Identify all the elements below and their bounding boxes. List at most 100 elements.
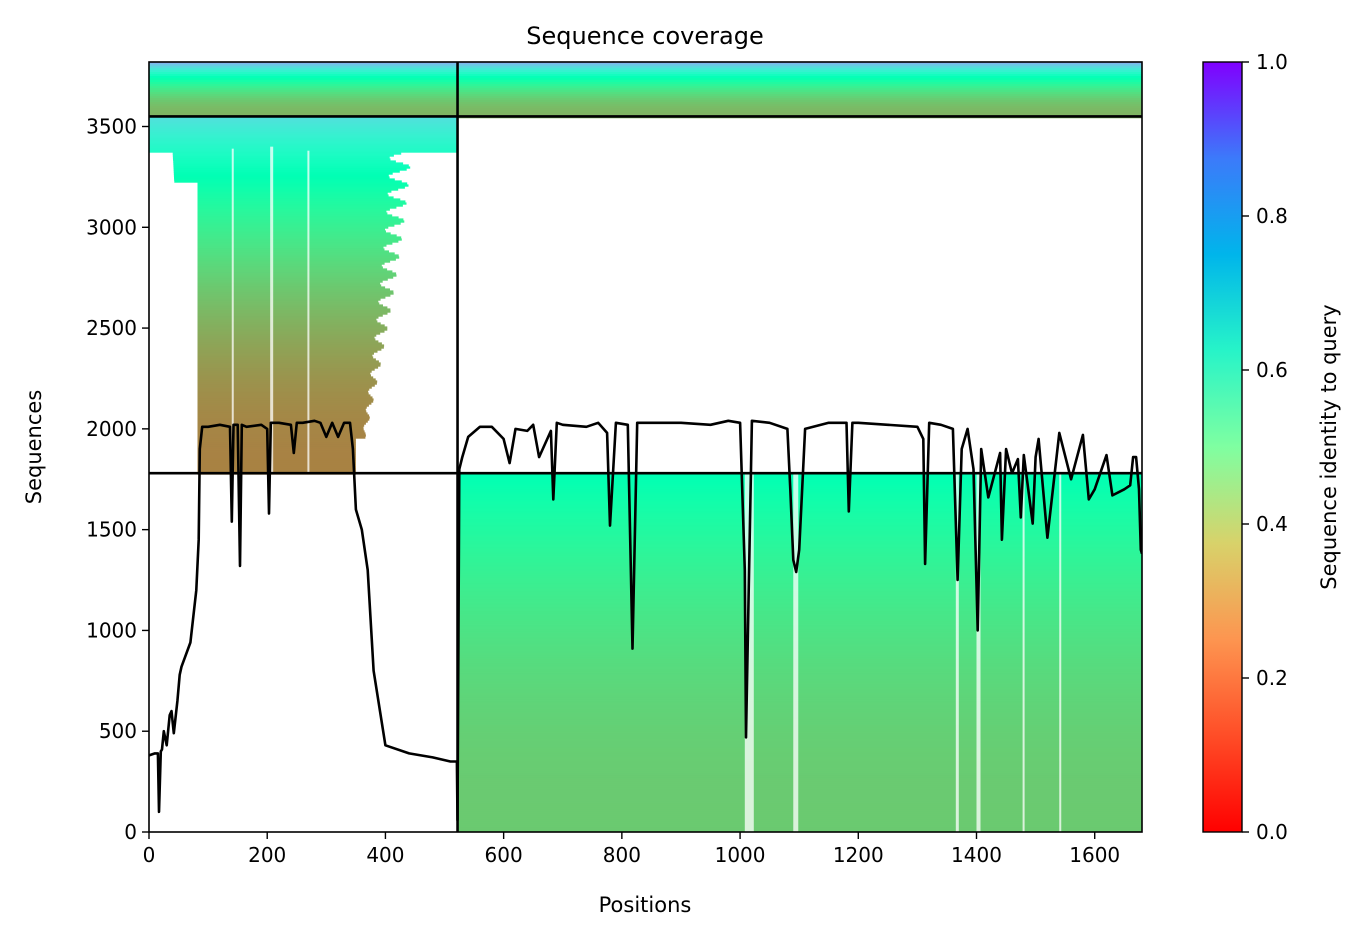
coverage-band xyxy=(197,328,388,331)
coverage-band xyxy=(149,144,458,147)
coverage-band xyxy=(197,264,382,267)
coverage-band xyxy=(197,232,391,235)
coverage-band xyxy=(197,404,369,407)
coverage-blocks xyxy=(149,62,1142,832)
coverage-band xyxy=(457,647,1142,650)
y-tick-label: 500 xyxy=(99,719,137,743)
coverage-band xyxy=(457,795,1142,798)
coverage-band xyxy=(197,262,385,265)
coverage-band xyxy=(197,454,356,457)
coverage-band xyxy=(457,577,1142,580)
colorbar-tick-label: 0.4 xyxy=(1256,512,1288,536)
coverage-band xyxy=(174,176,390,179)
coverage-band xyxy=(197,240,399,243)
coverage-band xyxy=(457,769,1142,772)
coverage-band xyxy=(197,284,382,287)
coverage-band xyxy=(197,272,397,275)
coverage-band xyxy=(457,623,1142,626)
coverage-band xyxy=(197,350,378,353)
coverage-band xyxy=(457,66,1142,69)
x-tick-label: 400 xyxy=(366,843,404,867)
coverage-band xyxy=(172,154,394,157)
coverage-band xyxy=(457,689,1142,692)
coverage-band xyxy=(457,715,1142,718)
coverage-band xyxy=(173,172,393,175)
coverage-band xyxy=(197,338,376,341)
coverage-band xyxy=(197,430,365,433)
coverage-band xyxy=(197,388,370,391)
coverage-band xyxy=(457,655,1142,658)
coverage-band xyxy=(457,815,1142,818)
y-tick-label: 3000 xyxy=(86,215,137,239)
coverage-band xyxy=(457,599,1142,602)
coverage-band xyxy=(457,84,1142,87)
coverage-band xyxy=(197,346,384,349)
coverage-band xyxy=(457,607,1142,610)
coverage-band xyxy=(457,88,1142,91)
coverage-band xyxy=(197,426,364,429)
coverage-band xyxy=(197,372,371,375)
coverage-band xyxy=(457,637,1142,640)
coverage-band xyxy=(173,168,407,171)
coverage-band xyxy=(457,579,1142,582)
coverage-band xyxy=(457,821,1142,824)
coverage-band xyxy=(457,643,1142,646)
coverage-band xyxy=(197,216,399,219)
coverage-band xyxy=(457,106,1142,109)
coverage-band xyxy=(457,625,1142,628)
coverage-band xyxy=(457,98,1142,101)
y-tick-label: 3500 xyxy=(86,115,137,139)
coverage-band xyxy=(197,312,388,315)
coverage-band xyxy=(197,360,379,363)
coverage-band xyxy=(457,509,1142,512)
coverage-band xyxy=(197,276,394,279)
coverage-band xyxy=(457,585,1142,588)
coverage-band xyxy=(197,398,374,401)
coverage-band xyxy=(197,292,394,295)
coverage-band xyxy=(457,731,1142,734)
colorbar-tick-label: 0.8 xyxy=(1256,204,1288,228)
coverage-band xyxy=(457,781,1142,784)
coverage-band xyxy=(457,803,1142,806)
coverage-band xyxy=(149,150,458,153)
coverage-band xyxy=(457,733,1142,736)
coverage-band xyxy=(457,775,1142,778)
coverage-band xyxy=(197,324,385,327)
gap-streak xyxy=(955,473,959,832)
coverage-band xyxy=(197,370,372,373)
coverage-band xyxy=(197,340,379,343)
coverage-band xyxy=(457,757,1142,760)
coverage-band xyxy=(197,196,394,199)
coverage-band xyxy=(457,665,1142,668)
coverage-band xyxy=(149,88,458,91)
coverage-band xyxy=(457,94,1142,97)
coverage-band xyxy=(457,681,1142,684)
coverage-band xyxy=(197,362,381,365)
coverage-band xyxy=(149,140,458,143)
coverage-band xyxy=(457,651,1142,654)
coverage-band xyxy=(457,809,1142,812)
coverage-band xyxy=(197,214,393,217)
coverage-band xyxy=(197,446,356,449)
coverage-band xyxy=(197,432,366,435)
chart-title: Sequence coverage xyxy=(526,22,763,50)
coverage-band xyxy=(457,783,1142,786)
coverage-band xyxy=(457,493,1142,496)
y-axis: 0 500 1000 1500 2000 2500 3000 3500 xyxy=(86,115,149,844)
gap-streak xyxy=(1059,473,1062,832)
coverage-band xyxy=(457,589,1142,592)
coverage-band xyxy=(197,364,381,367)
coverage-band xyxy=(457,789,1142,792)
coverage-band xyxy=(197,268,388,271)
coverage-band xyxy=(457,72,1142,75)
coverage-band xyxy=(197,442,356,445)
y-tick-label: 1000 xyxy=(86,618,137,642)
coverage-band xyxy=(457,481,1142,484)
coverage-band xyxy=(457,617,1142,620)
coverage-band xyxy=(457,603,1142,606)
x-tick-label: 1000 xyxy=(715,843,766,867)
coverage-band xyxy=(197,198,401,201)
coverage-band xyxy=(457,621,1142,624)
coverage-band xyxy=(197,200,406,203)
coverage-band xyxy=(457,609,1142,612)
